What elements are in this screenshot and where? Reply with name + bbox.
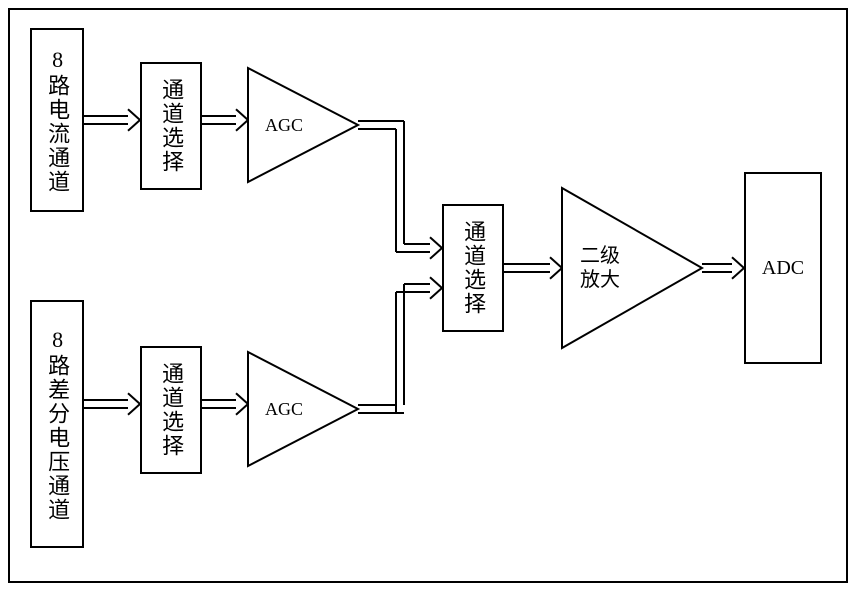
double-arrow: [702, 257, 744, 279]
label-agc_bottom: AGC: [265, 399, 303, 419]
elbow-double-arrow: [358, 121, 442, 259]
label-amp2-line0: 二级: [580, 244, 620, 267]
node-amp2: [562, 188, 702, 348]
double-arrow: [504, 257, 562, 279]
double-arrow: [202, 393, 248, 415]
svg-layer: AGC AGC 二级放大: [0, 0, 856, 591]
diagram-canvas: 8路电流通道 8路差分电压通道 通道选择 通道选择 通道选择 ADC AGCAG…: [0, 0, 856, 591]
double-arrow: [202, 109, 248, 131]
double-arrow: [84, 393, 140, 415]
label-amp2-line1: 放大: [580, 268, 620, 291]
label-agc_top: AGC: [265, 115, 303, 135]
elbow-double-arrow: [358, 277, 442, 413]
double-arrow: [84, 109, 140, 131]
